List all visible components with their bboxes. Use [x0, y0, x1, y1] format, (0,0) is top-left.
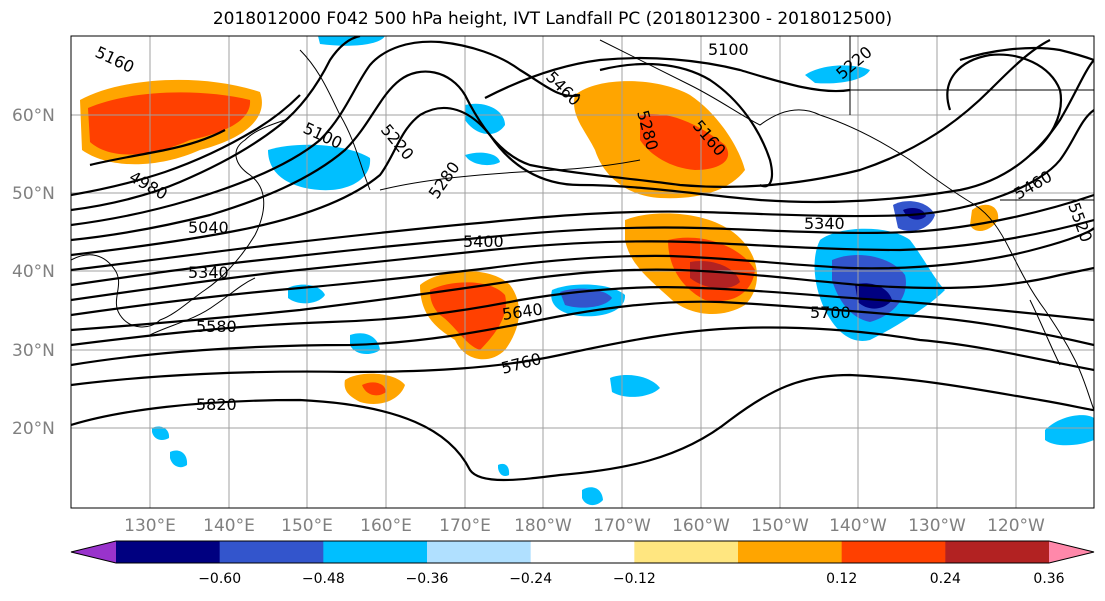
lat-label: 50°N — [12, 184, 55, 204]
contour-5520 — [71, 227, 1094, 317]
shade-negative-east-max — [855, 283, 892, 309]
contour-label: 5820 — [196, 395, 237, 414]
contour-5160 — [71, 40, 581, 227]
shade-negative-s3 — [170, 450, 188, 468]
coast-japan — [149, 277, 256, 336]
colorbar-segment — [634, 541, 739, 563]
colorbar-extend-high — [1049, 541, 1094, 563]
height-contours — [71, 36, 1094, 482]
map-frame — [70, 35, 1095, 509]
coast-na-west — [974, 204, 1094, 411]
lon-label: 120°W — [987, 516, 1045, 536]
colorbar-segment — [323, 541, 428, 563]
shade-negative-s2 — [582, 487, 603, 506]
contour-label: 5700 — [810, 303, 851, 322]
shade-positive-small-core — [362, 382, 386, 396]
shade-negative-top — [318, 36, 385, 46]
colorbar-segment — [738, 541, 843, 563]
contour-5700 — [71, 300, 1094, 367]
shade-negative-s4 — [152, 426, 170, 440]
lon-label: 130°W — [908, 516, 966, 536]
lat-label: 60°N — [12, 106, 55, 126]
colorbar-tick-label: −0.24 — [509, 571, 552, 587]
contour-5040 — [71, 94, 301, 197]
lon-label: 170°W — [593, 516, 651, 536]
contour-label: 5340 — [188, 263, 229, 282]
colorbar-extend-low — [71, 541, 116, 563]
contour-alaska-low — [599, 62, 774, 188]
contour-label: 5340 — [804, 214, 845, 233]
shade-positive-alaska-core — [640, 114, 729, 170]
contour-label: 5100 — [708, 40, 749, 59]
colorbar-segment — [116, 541, 221, 563]
coast-aleutians — [379, 159, 641, 191]
lon-label: 160°W — [672, 516, 730, 536]
colorbar-segment — [945, 541, 1050, 563]
contour-5580 — [71, 266, 1094, 332]
colorbar-tick-label: 0.24 — [930, 571, 961, 587]
contour-5760 — [71, 326, 1094, 387]
lat-label: 30°N — [12, 341, 55, 361]
lon-label: 150°W — [751, 516, 809, 536]
colorbar-segment — [219, 541, 324, 563]
colorbar-segment — [841, 541, 946, 563]
map-title: 2018012000 F042 500 hPa height, IVT Land… — [212, 9, 893, 29]
contour-4980 — [89, 129, 226, 167]
contour-5460 — [71, 218, 1094, 302]
contour-label: 5040 — [188, 218, 229, 237]
lat-labels: 60°N 50°N 40°N 30°N 20°N — [12, 106, 55, 439]
contour-east-loop — [946, 53, 1063, 156]
shade-positive-dateline-core — [430, 282, 506, 350]
shade-negative-se — [1045, 415, 1094, 446]
colorbar-segment — [530, 541, 635, 563]
colorbar-tick-label: 0.12 — [826, 571, 857, 587]
shade-positive-central-max — [690, 260, 740, 289]
shade-negative-s5 — [498, 463, 510, 477]
shade-negative-arctic — [805, 65, 870, 84]
lon-label: 130°E — [124, 516, 176, 536]
colorbar-segment — [427, 541, 532, 563]
lat-label: 40°N — [12, 262, 55, 282]
lon-label: 160°E — [360, 516, 412, 536]
lon-label: 150°E — [281, 516, 333, 536]
colorbar-tick-label: −0.12 — [613, 571, 656, 587]
coast-alaska — [599, 39, 976, 206]
contour-5400 — [71, 193, 1094, 287]
shade-negative-kamchatka — [268, 144, 371, 191]
contour-5220 — [71, 39, 1051, 242]
coast-baja — [1029, 299, 1061, 366]
colorbar: −0.60−0.48−0.36−0.24−0.120.120.240.360.4… — [70, 540, 1095, 587]
contour-label: 5580 — [196, 317, 237, 336]
contour-label: 5400 — [463, 232, 504, 251]
ivt-shading — [80, 36, 1094, 506]
colorbar-tick-label: −0.36 — [406, 571, 449, 587]
colorbar-outline — [70, 540, 1095, 564]
lon-labels: 130°E 140°E 150°E 160°E 170°E 180°W 170°… — [124, 516, 1045, 536]
colorbar-tick-label: 0.36 — [1033, 571, 1064, 587]
shade-positive-nw-core — [88, 92, 251, 155]
coast-asia — [71, 119, 286, 328]
lat-label: 20°N — [12, 419, 55, 439]
lon-label: 180°W — [514, 516, 572, 536]
contour-5640 — [71, 286, 1094, 347]
contour-5820 — [71, 373, 1094, 482]
contour-5100 — [71, 36, 361, 212]
contour-5340 — [71, 109, 1094, 272]
colorbar-tick-label: −0.48 — [302, 571, 345, 587]
contour-5460-north — [484, 56, 851, 99]
colorbar-tick-label: −0.60 — [198, 571, 241, 587]
lon-label: 170°E — [439, 516, 491, 536]
lon-label: 140°W — [829, 516, 887, 536]
contour-east-ridge — [959, 46, 1094, 62]
lon-label: 140°E — [203, 516, 255, 536]
shade-negative-bering2 — [465, 152, 500, 166]
contour-5280 — [71, 59, 1094, 257]
